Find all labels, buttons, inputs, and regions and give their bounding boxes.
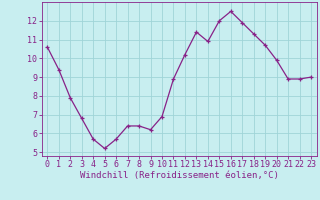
X-axis label: Windchill (Refroidissement éolien,°C): Windchill (Refroidissement éolien,°C): [80, 171, 279, 180]
